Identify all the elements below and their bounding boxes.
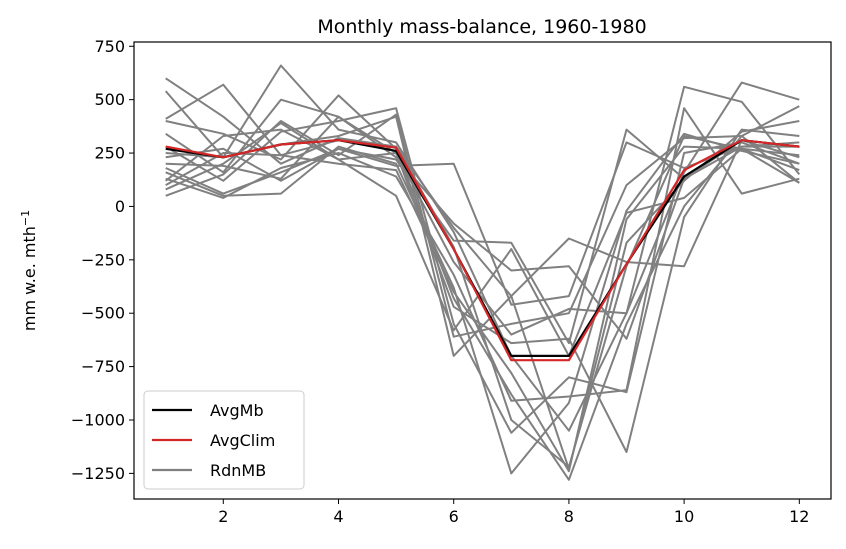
y-axis-label-text: mm w.e. mth — [20, 226, 39, 331]
y-tick-label--250: −250 — [81, 250, 125, 269]
x-tick-label-4: 4 — [333, 507, 343, 526]
x-tick-label-6: 6 — [449, 507, 459, 526]
plot-lines — [164, 64, 801, 481]
rdnmb-series-line-10 — [165, 128, 800, 345]
y-tick-label--1250: −1250 — [71, 464, 125, 483]
rdnmb-series-line-2 — [164, 64, 800, 432]
y-tick-label-750: 750 — [94, 37, 125, 56]
legend-label-avgmb: AvgMb — [210, 401, 264, 420]
rdnmb-series-line-6 — [165, 107, 800, 434]
rdnmb-series-line-15 — [165, 122, 800, 357]
chart-title: Monthly mass-balance, 1960-1980 — [317, 16, 646, 38]
plot-frame — [133, 41, 832, 500]
rdnmb-series-line-12 — [165, 107, 800, 402]
y-tick-label--750: −750 — [81, 357, 125, 376]
legend-label-rdnmb: RdnMB — [210, 461, 266, 480]
y-tick-label-250: 250 — [94, 144, 125, 163]
x-tick-label-12: 12 — [789, 507, 809, 526]
legend: AvgMb AvgClim RdnMB — [143, 390, 305, 490]
y-tick-label-500: 500 — [94, 90, 125, 109]
rdnmb-series-line-14 — [165, 145, 800, 473]
y-tick-label-0: 0 — [115, 197, 125, 216]
legend-box — [143, 390, 305, 490]
x-axis: 2 4 6 8 10 12 — [218, 499, 809, 526]
y-axis-label-superscript: −1 — [19, 210, 32, 226]
y-axis: 750 500 250 0 −250 −500 −750 −1000 −1250 — [71, 37, 134, 483]
y-tick-label--500: −500 — [81, 304, 125, 323]
x-tick-label-10: 10 — [674, 507, 694, 526]
avgclim-series-line — [165, 139, 800, 362]
rdnmb-series-line-11 — [165, 132, 800, 475]
y-axis-label: mm w.e. mth−1 — [19, 210, 39, 331]
y-tick-label--1000: −1000 — [71, 410, 125, 429]
x-tick-label-8: 8 — [564, 507, 574, 526]
x-tick-label-2: 2 — [218, 507, 228, 526]
legend-label-avgclim: AvgClim — [210, 431, 275, 450]
rdnmb-series-line-16 — [165, 113, 800, 338]
